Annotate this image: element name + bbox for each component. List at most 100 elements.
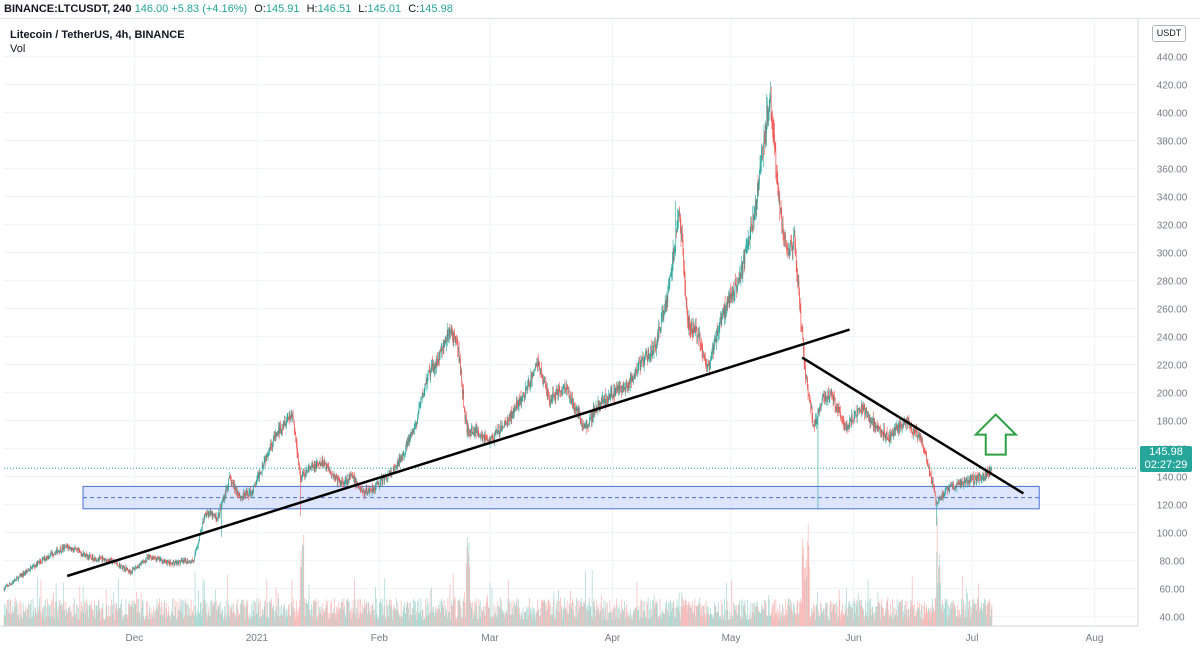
volume-bar	[12, 611, 14, 626]
candle-body	[289, 415, 291, 420]
volume-bar	[983, 603, 985, 626]
candle-body	[410, 433, 411, 440]
volume-bar	[31, 618, 33, 626]
candle-body	[254, 483, 256, 486]
symbol-name[interactable]: BINANCE:LTCUSDT, 240	[4, 3, 132, 15]
volume-bar	[870, 598, 872, 626]
candle-body	[687, 322, 689, 328]
candle-body	[376, 483, 378, 484]
volume-bar	[280, 615, 282, 626]
volume-bar	[500, 598, 501, 626]
volume-bar	[768, 599, 770, 626]
volume-label[interactable]: Vol	[10, 43, 26, 55]
candle-body	[400, 456, 402, 461]
candle-body	[261, 471, 262, 473]
candle-body	[754, 213, 756, 217]
volume-bar	[633, 609, 634, 626]
candle-body	[427, 371, 429, 375]
candle-body	[667, 292, 669, 303]
volume-bar	[760, 612, 762, 626]
volume-bar	[305, 602, 307, 626]
volume-bar	[803, 546, 804, 626]
candle-body	[91, 557, 92, 560]
volume-bar	[699, 598, 700, 626]
candle-body	[269, 448, 270, 453]
candle-body	[483, 435, 485, 441]
volume-bar	[546, 611, 548, 626]
currency-button[interactable]: USDT	[1152, 25, 1186, 42]
candle-body	[297, 454, 299, 457]
volume-bar	[487, 594, 488, 626]
volume-bar	[695, 617, 696, 626]
candle-body	[603, 399, 605, 403]
volume-bar	[483, 613, 485, 626]
volume-bar	[190, 615, 191, 626]
volume-bar	[720, 616, 721, 626]
volume-bar	[317, 616, 318, 626]
volume-bar	[887, 596, 889, 626]
chart-title[interactable]: Litecoin / TetherUS, 4h, BINANCE	[10, 29, 185, 41]
candle-body	[167, 561, 169, 562]
volume-bar	[865, 611, 867, 626]
volume-bar	[404, 612, 406, 626]
candle-body	[851, 415, 852, 424]
candle-body	[58, 551, 60, 552]
volume-bar	[135, 603, 137, 626]
volume-bar	[821, 612, 823, 626]
volume-bar	[900, 601, 901, 626]
volume-bar	[154, 618, 156, 626]
candle-body	[987, 472, 989, 475]
candle-body	[916, 429, 918, 435]
candle-body	[325, 463, 327, 470]
candle-body	[976, 477, 978, 482]
candle-body	[96, 559, 98, 561]
candle-body	[614, 388, 616, 396]
volume-bar	[520, 619, 521, 626]
candle-body	[263, 461, 265, 467]
volume-bar	[416, 619, 418, 626]
volume-bar	[739, 615, 741, 626]
volume-bar	[88, 618, 89, 626]
volume-bar	[641, 599, 642, 626]
volume-bar	[477, 619, 479, 626]
volume-bar	[608, 612, 610, 626]
candle-body	[37, 562, 38, 566]
volume-bar	[767, 615, 769, 626]
volume-bar	[110, 606, 112, 626]
y-tick-label: 40.00	[1159, 613, 1184, 624]
candle-body	[535, 364, 537, 366]
volume-bar	[581, 605, 583, 626]
candle-body	[173, 562, 174, 563]
candle-body	[582, 425, 584, 427]
x-tick-label: Jul	[966, 633, 979, 644]
volume-bar	[57, 618, 59, 626]
volume-bar	[469, 566, 471, 626]
volume-bar	[140, 618, 141, 626]
volume-bar	[722, 604, 723, 626]
volume-bar	[531, 606, 533, 626]
candle-body	[900, 422, 901, 430]
volume-bar	[101, 607, 102, 626]
volume-bar	[809, 617, 811, 626]
candle-body	[545, 385, 547, 388]
volume-bar	[491, 617, 492, 626]
volume-bar	[419, 610, 421, 626]
candle-body	[447, 330, 449, 336]
candle-body	[876, 425, 878, 430]
candle-body	[182, 559, 183, 562]
volume-bar	[516, 598, 518, 626]
candle-body	[370, 489, 372, 491]
volume-bars	[3, 516, 993, 626]
volume-bar	[750, 602, 752, 626]
volume-bar	[129, 604, 131, 626]
volume-bar	[55, 583, 57, 626]
candle-body	[971, 476, 972, 479]
volume-bar	[850, 608, 852, 626]
volume-bar	[194, 615, 195, 626]
volume-bar	[660, 614, 661, 626]
volume-bar	[782, 603, 783, 626]
volume-bar	[505, 613, 507, 626]
volume-bar	[448, 611, 450, 626]
volume-bar	[59, 600, 60, 626]
